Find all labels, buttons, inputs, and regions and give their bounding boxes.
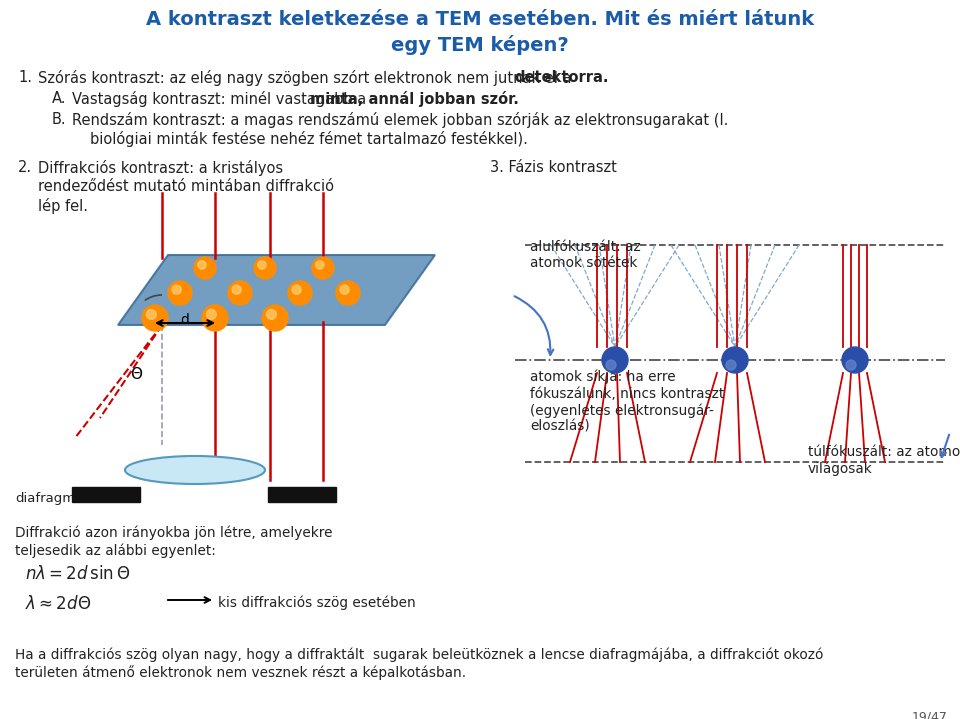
Text: Diffrakciós kontraszt: a kristályos: Diffrakciós kontraszt: a kristályos xyxy=(38,160,283,176)
Text: Diffrakció azon irányokba jön létre, amelyekre: Diffrakció azon irányokba jön létre, ame… xyxy=(15,525,332,539)
Text: teljesedik az alábbi egyenlet:: teljesedik az alábbi egyenlet: xyxy=(15,543,216,557)
Bar xyxy=(72,487,140,502)
Circle shape xyxy=(267,309,276,319)
Text: rendeződést mutató mintában diffrakció: rendeződést mutató mintában diffrakció xyxy=(38,179,334,194)
Circle shape xyxy=(262,305,288,331)
Text: kis diffrakciós szög esetében: kis diffrakciós szög esetében xyxy=(218,596,416,610)
Text: Rendszám kontraszt: a magas rendszámú elemek jobban szórják az elektronsugarakat: Rendszám kontraszt: a magas rendszámú el… xyxy=(72,112,729,128)
Text: Vastagság kontraszt: minél vastagabb a: Vastagság kontraszt: minél vastagabb a xyxy=(72,91,371,107)
Circle shape xyxy=(194,257,216,279)
Circle shape xyxy=(172,285,181,294)
Text: 1.: 1. xyxy=(18,70,32,85)
Circle shape xyxy=(340,285,349,294)
Circle shape xyxy=(147,309,156,319)
Circle shape xyxy=(602,347,628,373)
Text: 3. Fázis kontraszt: 3. Fázis kontraszt xyxy=(490,160,617,175)
Circle shape xyxy=(336,281,360,305)
Circle shape xyxy=(202,305,228,331)
Text: A kontraszt keletkezése a TEM esetében. Mit és miért látunk: A kontraszt keletkezése a TEM esetében. … xyxy=(146,10,814,29)
Circle shape xyxy=(206,309,216,319)
Text: lép fel.: lép fel. xyxy=(38,198,88,214)
Circle shape xyxy=(316,261,324,269)
Text: diafragma: diafragma xyxy=(15,492,84,505)
Polygon shape xyxy=(118,255,435,325)
Ellipse shape xyxy=(125,456,265,484)
Text: alulfókuszált: az
atomok sötétek: alulfókuszált: az atomok sötétek xyxy=(530,240,640,270)
Circle shape xyxy=(846,360,856,370)
Text: detektorra.: detektorra. xyxy=(514,70,609,85)
Circle shape xyxy=(198,261,206,269)
Circle shape xyxy=(726,360,736,370)
Circle shape xyxy=(232,285,241,294)
Text: $\lambda \approx 2d\Theta$: $\lambda \approx 2d\Theta$ xyxy=(25,595,91,613)
Text: 2.: 2. xyxy=(18,160,32,175)
Text: területen átmenő elektronok nem vesznek részt a képalkotásban.: területen átmenő elektronok nem vesznek … xyxy=(15,665,467,680)
Circle shape xyxy=(292,285,301,294)
Circle shape xyxy=(606,360,616,370)
Circle shape xyxy=(142,305,168,331)
Circle shape xyxy=(228,281,252,305)
Circle shape xyxy=(254,257,276,279)
Text: túlfókuszált: az atomok
világosak: túlfókuszált: az atomok világosak xyxy=(808,445,960,476)
Circle shape xyxy=(168,281,192,305)
Text: Ha a diffrakciós szög olyan nagy, hogy a diffraktált  sugarak beleütköznek a len: Ha a diffrakciós szög olyan nagy, hogy a… xyxy=(15,647,824,661)
Circle shape xyxy=(257,261,266,269)
Text: 19/47: 19/47 xyxy=(912,710,948,719)
Text: Szórás kontraszt: az elég nagy szögben szórt elektronok nem jutnak el a: Szórás kontraszt: az elég nagy szögben s… xyxy=(38,70,576,86)
Text: Θ: Θ xyxy=(130,367,142,382)
Text: biológiai minták festése nehéz fémet tartalmazó festékkel).: biológiai minták festése nehéz fémet tar… xyxy=(90,131,528,147)
Circle shape xyxy=(312,257,334,279)
Text: egy TEM képen?: egy TEM képen? xyxy=(391,35,569,55)
Text: B.: B. xyxy=(52,112,66,127)
Bar xyxy=(268,487,336,502)
Text: A.: A. xyxy=(52,91,66,106)
Text: atomok síkja: ha erre
fókuszálunk, nincs kontraszt
(egyenletes elektronsugár-
el: atomok síkja: ha erre fókuszálunk, nincs… xyxy=(530,370,724,434)
Text: minta, annál jobban szór.: minta, annál jobban szór. xyxy=(310,91,518,107)
Text: d: d xyxy=(180,313,189,327)
Circle shape xyxy=(722,347,748,373)
Circle shape xyxy=(842,347,868,373)
Text: $n\lambda = 2d\,\sin\Theta$: $n\lambda = 2d\,\sin\Theta$ xyxy=(25,565,131,583)
Circle shape xyxy=(288,281,312,305)
